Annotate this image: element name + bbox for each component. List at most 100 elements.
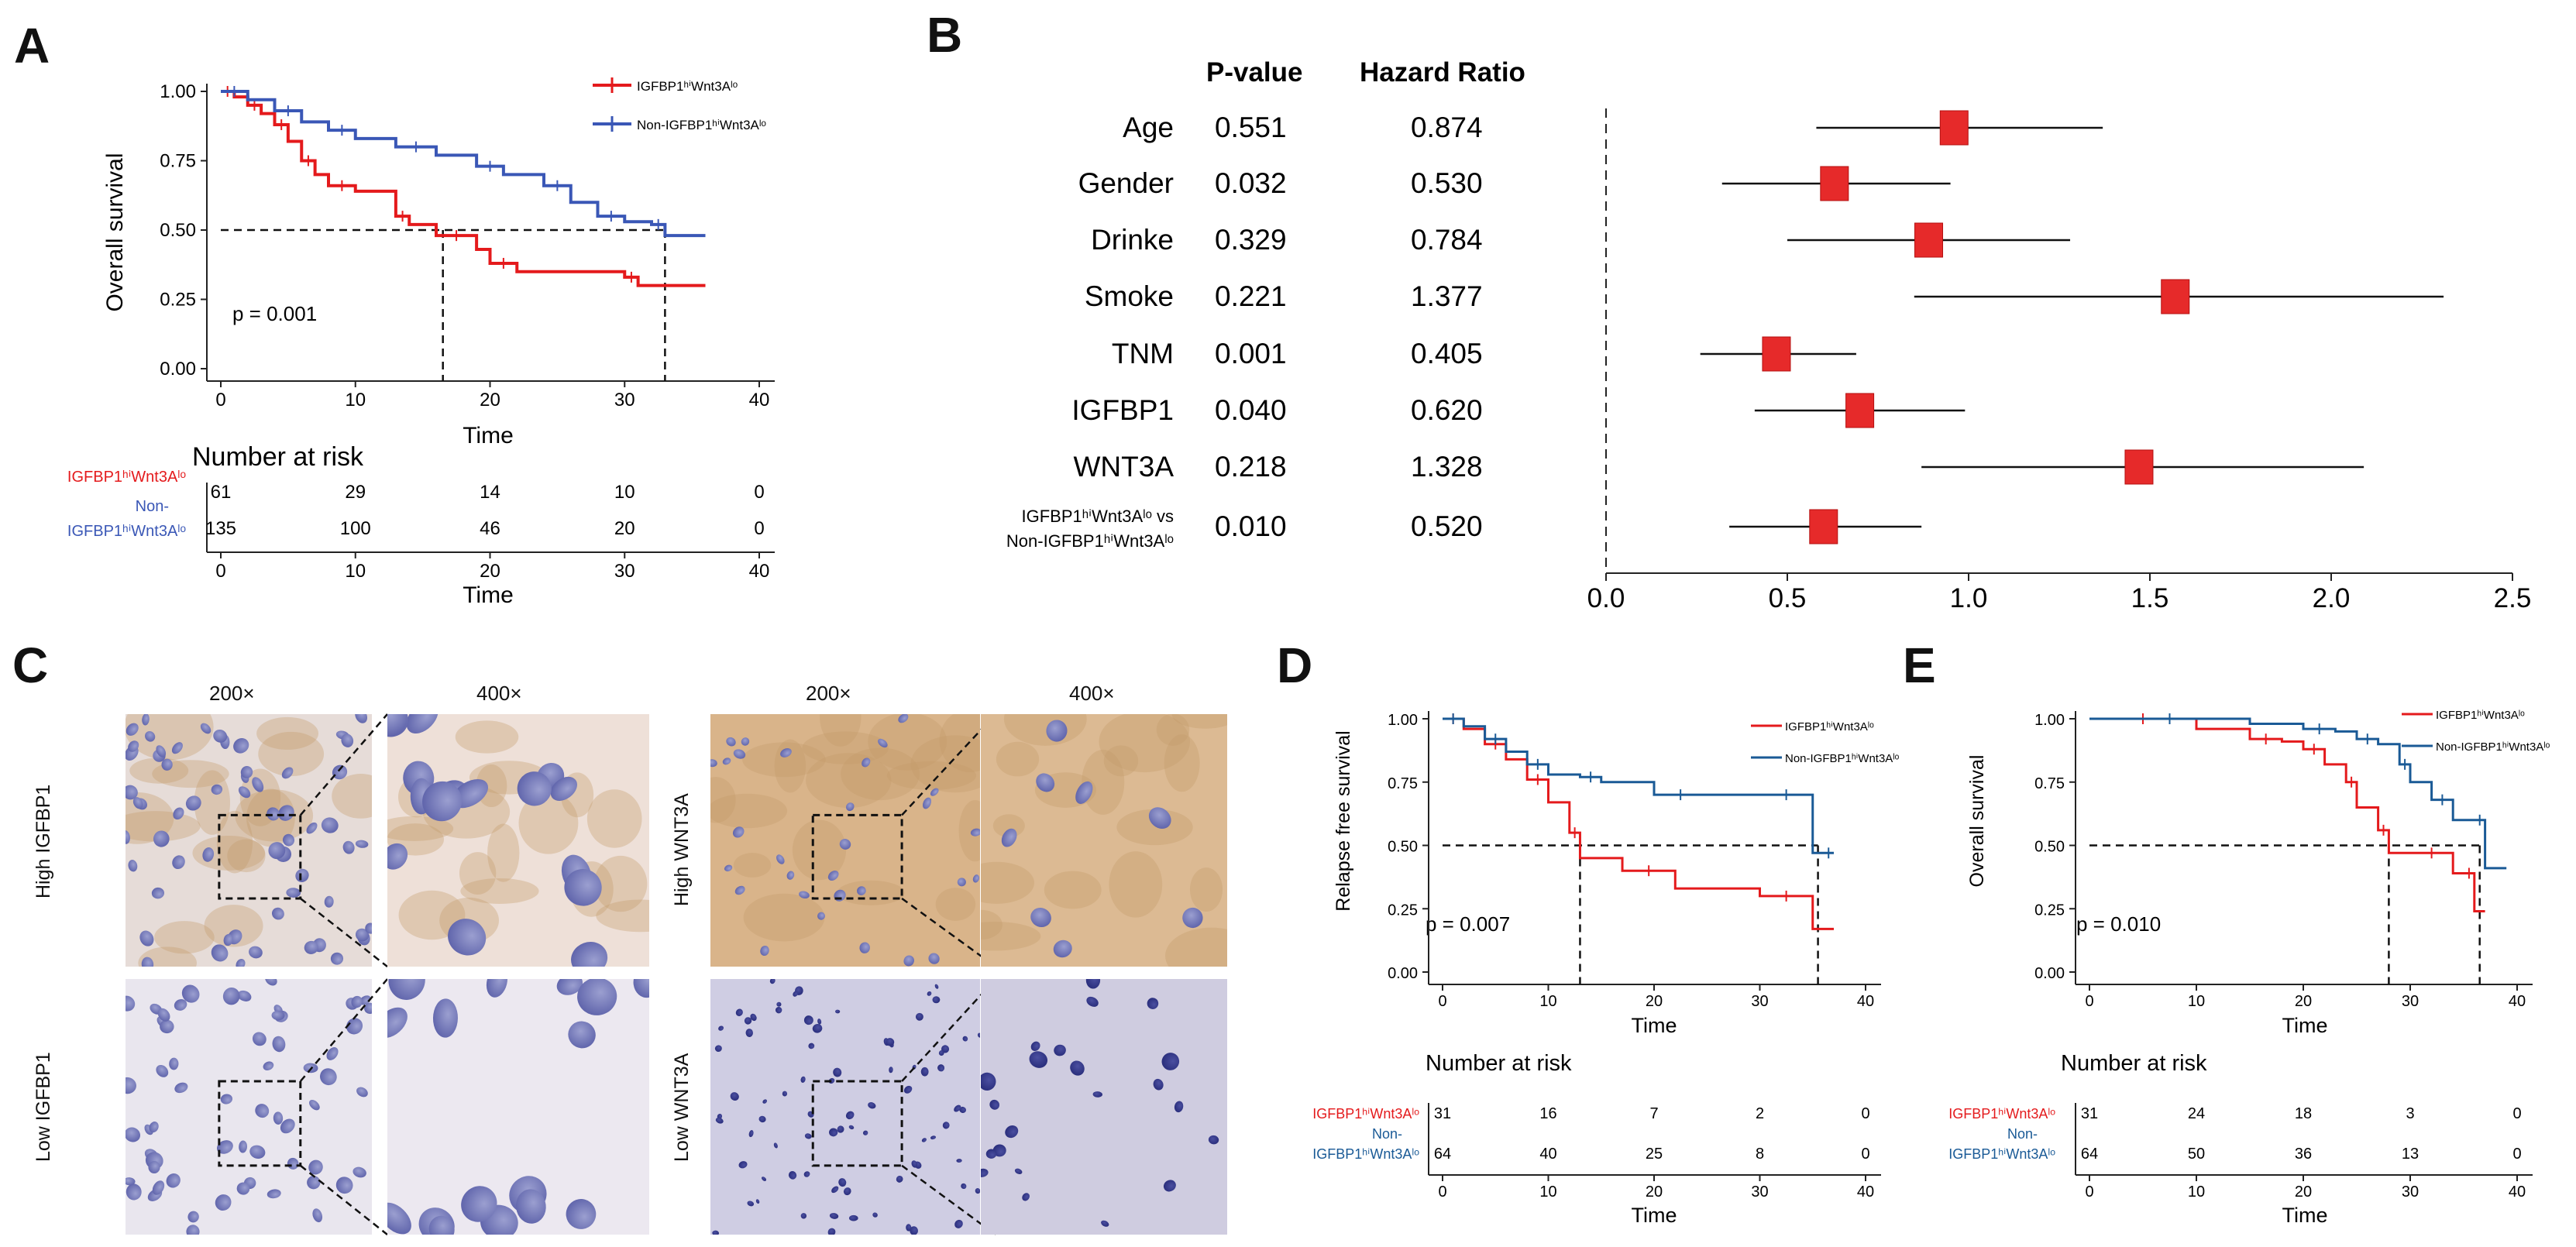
c-nucleus xyxy=(428,1215,455,1235)
c-nucleus xyxy=(747,1201,755,1207)
c-nucleus xyxy=(142,714,150,726)
c-nucleus xyxy=(715,1117,724,1124)
c-nucleus xyxy=(961,1183,967,1190)
a-risk-g1-value: 61 xyxy=(211,482,232,503)
d-ytick-label: 0.25 xyxy=(1388,902,1418,919)
a-xtick-label: 20 xyxy=(480,390,500,411)
b-hr-marker xyxy=(1820,166,1849,201)
b-row-pvalue: 0.040 xyxy=(1215,394,1287,426)
c-nucleus xyxy=(921,1138,927,1142)
c-nucleus xyxy=(330,952,344,965)
c-nucleus xyxy=(741,737,750,746)
c-stain-blob xyxy=(1165,927,1227,967)
panel-letter-d: D xyxy=(1277,637,1313,693)
d-risk-g1-value: 7 xyxy=(1649,1105,1658,1122)
c-nucleus xyxy=(724,864,733,872)
c-nucleus xyxy=(280,1118,295,1134)
c-nucleus xyxy=(571,942,608,967)
c-nucleus xyxy=(353,1166,366,1178)
e-risk-xtick-label: 40 xyxy=(2509,1183,2526,1201)
c-nucleus xyxy=(1030,908,1051,927)
c-stain-blob xyxy=(1164,734,1200,792)
c-stain-blob xyxy=(459,852,497,895)
e-risk-title: Number at risk xyxy=(2061,1051,2207,1076)
c-stain-blob xyxy=(742,742,826,778)
e-risk-xtick-label: 20 xyxy=(2295,1183,2312,1201)
e-xtick-label: 40 xyxy=(2509,993,2526,1010)
c-stain-blob xyxy=(154,921,215,954)
b-row-label-last-1: IGFBP1ʰⁱWnt3Aˡᵒ vs xyxy=(1021,507,1174,526)
d-xtick-label: 20 xyxy=(1646,993,1663,1010)
c-nucleus xyxy=(730,1092,739,1101)
c-nucleus xyxy=(200,723,212,734)
c-stain-blob xyxy=(710,777,736,823)
a-risk-g2-value: 46 xyxy=(480,518,500,539)
a-risk-label-g2a: Non- xyxy=(136,498,169,515)
c-nucleus xyxy=(977,1032,980,1038)
c-tile-high-igfbp1-400x xyxy=(387,714,649,967)
c-nucleus xyxy=(237,990,252,1001)
c-nucleus xyxy=(432,998,458,1038)
c-mag-400-right: 400× xyxy=(1069,682,1115,705)
c-nucleus xyxy=(1101,1220,1109,1227)
c-nucleus xyxy=(780,748,792,757)
d-risk-xtick-label: 0 xyxy=(1438,1183,1446,1201)
c-nucleus xyxy=(252,1032,267,1046)
c-tile-high-igfbp1-200x xyxy=(126,713,388,967)
c-nucleus xyxy=(758,1115,766,1123)
a-risk-g2-value: 0 xyxy=(754,518,764,539)
c-stain-blob xyxy=(258,731,325,777)
c-nucleus xyxy=(744,1017,752,1025)
c-nucleus xyxy=(306,822,318,834)
b-row-pvalue: 0.001 xyxy=(1215,338,1287,369)
e-ytick-label: 0.50 xyxy=(2034,839,2065,856)
e-risk-xtick-label: 30 xyxy=(2402,1183,2419,1201)
c-nucleus xyxy=(954,1219,963,1228)
c-nucleus xyxy=(839,839,851,850)
a-legend-label-2: Non-IGFBP1ʰⁱWnt3Aˡᵒ xyxy=(637,118,766,132)
c-nucleus xyxy=(355,840,369,848)
b-row-label-last-2: Non-IGFBP1ʰⁱWnt3Aˡᵒ xyxy=(1006,531,1174,551)
c-nucleus xyxy=(714,1045,722,1052)
d-risk-title: Number at risk xyxy=(1426,1051,1572,1076)
b-row-label: Drinke xyxy=(1091,224,1174,256)
c-nucleus xyxy=(141,957,154,967)
c-nucleus xyxy=(174,998,187,1011)
c-nucleus xyxy=(233,737,249,754)
c-nucleus xyxy=(128,860,138,872)
c-nucleus xyxy=(267,807,280,821)
b-row-pvalue: 0.218 xyxy=(1215,451,1287,483)
c-nucleus xyxy=(388,979,425,1000)
c-nucleus xyxy=(249,1145,266,1159)
d-risk-g2-value: 25 xyxy=(1646,1146,1663,1163)
c-stain-blob xyxy=(126,811,201,842)
c-nucleus xyxy=(252,777,264,792)
c-nucleus xyxy=(1005,1125,1019,1139)
b-hr-marker xyxy=(2161,279,2190,314)
c-nucleus xyxy=(710,759,717,768)
d-ylabel: Relapse free survival xyxy=(1333,730,1354,911)
e-risk-table: 31 24 18 3 064 50 36 13 00 10 20 30 40 xyxy=(2075,1103,2533,1201)
c-nucleus xyxy=(786,871,795,880)
c-nucleus xyxy=(1148,807,1171,830)
c-nucleus xyxy=(835,1009,841,1014)
b-row-pvalue: 0.329 xyxy=(1215,224,1287,256)
c-nucleus xyxy=(126,830,130,844)
c-stain-blob xyxy=(129,757,189,784)
a-xtick-label: 40 xyxy=(749,390,770,411)
c-nucleus xyxy=(156,1065,169,1077)
d-risk-g1-value: 16 xyxy=(1539,1105,1556,1122)
c-nucleus xyxy=(166,1173,181,1188)
c-nucleus xyxy=(308,1159,323,1175)
c-nucleus xyxy=(181,984,200,1003)
c-nucleus xyxy=(942,1122,950,1129)
c-nucleus xyxy=(981,1072,996,1091)
c-stain-blob xyxy=(886,761,977,790)
panel-letter-a: A xyxy=(14,18,50,74)
a-risk-g2-value: 100 xyxy=(340,518,371,539)
a-risk-xtick-label: 0 xyxy=(215,561,225,582)
c-nucleus xyxy=(148,1160,160,1174)
c-nucleus xyxy=(750,1013,757,1022)
b-row-hr: 0.530 xyxy=(1411,167,1483,199)
e-risk-xtick-label: 10 xyxy=(2188,1183,2205,1201)
